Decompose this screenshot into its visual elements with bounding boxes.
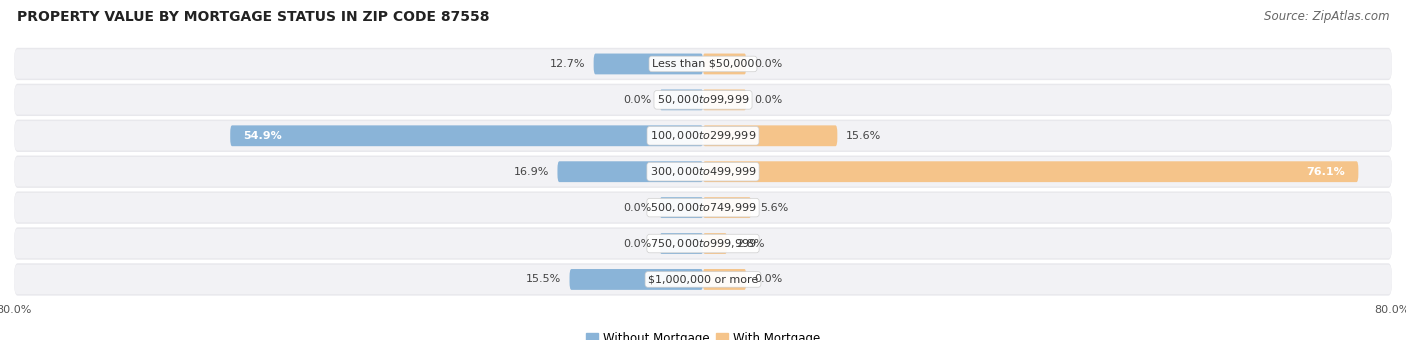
FancyBboxPatch shape: [703, 125, 838, 146]
FancyBboxPatch shape: [14, 84, 1392, 116]
FancyBboxPatch shape: [659, 197, 703, 218]
FancyBboxPatch shape: [14, 227, 1392, 260]
Text: $750,000 to $999,999: $750,000 to $999,999: [650, 237, 756, 250]
Legend: Without Mortgage, With Mortgage: Without Mortgage, With Mortgage: [581, 327, 825, 340]
Text: 0.0%: 0.0%: [623, 239, 651, 249]
Text: $300,000 to $499,999: $300,000 to $499,999: [650, 165, 756, 178]
FancyBboxPatch shape: [593, 53, 703, 74]
Text: 0.0%: 0.0%: [623, 203, 651, 212]
FancyBboxPatch shape: [703, 197, 751, 218]
FancyBboxPatch shape: [703, 269, 747, 290]
Text: $500,000 to $749,999: $500,000 to $749,999: [650, 201, 756, 214]
FancyBboxPatch shape: [659, 233, 703, 254]
Text: 15.6%: 15.6%: [846, 131, 882, 141]
FancyBboxPatch shape: [14, 121, 1392, 151]
FancyBboxPatch shape: [659, 89, 703, 110]
Text: 2.8%: 2.8%: [735, 239, 765, 249]
Text: 0.0%: 0.0%: [755, 59, 783, 69]
FancyBboxPatch shape: [703, 53, 747, 74]
FancyBboxPatch shape: [14, 157, 1392, 186]
Text: 16.9%: 16.9%: [513, 167, 548, 177]
FancyBboxPatch shape: [14, 49, 1392, 79]
Text: 0.0%: 0.0%: [755, 274, 783, 285]
Text: 12.7%: 12.7%: [550, 59, 585, 69]
FancyBboxPatch shape: [14, 193, 1392, 222]
Text: 54.9%: 54.9%: [243, 131, 281, 141]
FancyBboxPatch shape: [14, 85, 1392, 115]
Text: $50,000 to $99,999: $50,000 to $99,999: [657, 94, 749, 106]
Text: $1,000,000 or more: $1,000,000 or more: [648, 274, 758, 285]
Text: Less than $50,000: Less than $50,000: [652, 59, 754, 69]
FancyBboxPatch shape: [569, 269, 703, 290]
FancyBboxPatch shape: [703, 233, 727, 254]
Text: PROPERTY VALUE BY MORTGAGE STATUS IN ZIP CODE 87558: PROPERTY VALUE BY MORTGAGE STATUS IN ZIP…: [17, 10, 489, 24]
Text: 15.5%: 15.5%: [526, 274, 561, 285]
FancyBboxPatch shape: [14, 263, 1392, 295]
Text: 76.1%: 76.1%: [1306, 167, 1346, 177]
FancyBboxPatch shape: [14, 48, 1392, 80]
Text: 5.6%: 5.6%: [759, 203, 789, 212]
FancyBboxPatch shape: [14, 191, 1392, 224]
FancyBboxPatch shape: [14, 265, 1392, 294]
FancyBboxPatch shape: [703, 161, 1358, 182]
Text: Source: ZipAtlas.com: Source: ZipAtlas.com: [1264, 10, 1389, 23]
Text: 0.0%: 0.0%: [623, 95, 651, 105]
FancyBboxPatch shape: [231, 125, 703, 146]
Text: 0.0%: 0.0%: [755, 95, 783, 105]
FancyBboxPatch shape: [14, 120, 1392, 152]
FancyBboxPatch shape: [557, 161, 703, 182]
FancyBboxPatch shape: [14, 229, 1392, 258]
FancyBboxPatch shape: [703, 89, 747, 110]
FancyBboxPatch shape: [14, 155, 1392, 188]
Text: $100,000 to $299,999: $100,000 to $299,999: [650, 129, 756, 142]
